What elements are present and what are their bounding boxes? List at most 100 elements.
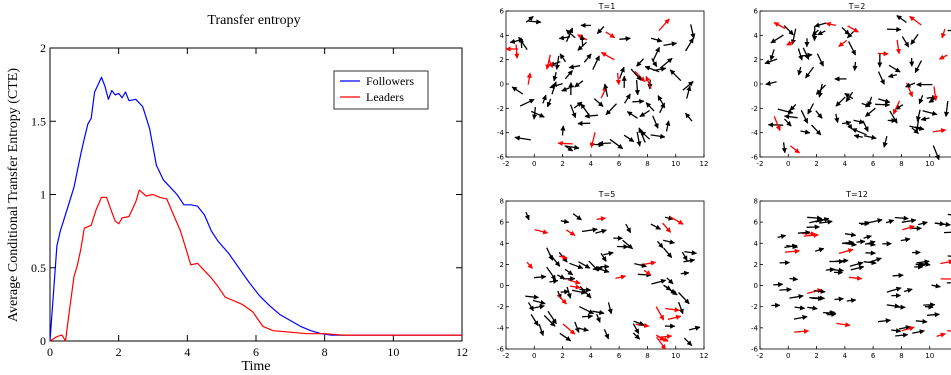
follower-arrow [578,261,591,269]
x-tick-label: 2 [116,345,122,359]
follower-arrow [690,24,696,39]
follower-arrow [797,229,811,236]
y-tick-label: 8 [754,198,758,206]
follower-arrow [886,286,902,293]
leader-arrow [847,25,859,33]
follower-arrow [814,22,827,28]
follower-arrow [895,104,904,110]
follower-arrow [541,94,547,104]
follower-arrow [607,302,613,315]
follower-arrow [560,289,570,295]
follower-arrow [918,220,928,226]
follower-arrow [547,310,557,325]
leader-arrow [940,28,946,39]
follower-arrow [531,107,538,120]
leader-arrow [557,140,573,147]
follower-arrow [817,83,823,98]
follower-arrow [664,285,678,296]
follower-arrow [549,82,563,89]
follower-arrow [600,252,607,262]
follower-arrow [532,299,546,305]
x-tick-label: 10 [925,352,934,360]
leader-arrow [802,231,817,237]
x-tick-label: 4 [589,352,594,360]
follower-arrow [565,29,576,39]
y-tick-label: -4 [751,129,759,137]
leader-arrow [658,18,670,31]
y-tick-label: -4 [751,324,759,332]
x-tick-label: -2 [757,352,764,360]
y-tick-label: 2 [40,41,46,55]
follower-arrow [514,135,531,141]
chart-title: Transfer entropy [207,13,300,28]
y-tick-label: 0 [754,282,758,290]
follower-arrow [829,267,844,273]
follower-arrow [682,81,694,91]
panel-arrows [524,211,701,350]
leader-arrow [615,72,621,86]
follower-arrow [823,310,837,316]
follower-arrow [571,289,587,295]
x-tick-label: 4 [843,352,848,360]
follower-arrow [896,14,907,24]
x-tick-label: 4 [843,160,848,168]
follower-arrow [623,134,635,143]
follower-arrow [835,258,849,264]
follower-arrow [887,73,897,79]
follower-arrow [834,296,844,302]
legend-label-followers: Followers [366,74,414,88]
follower-arrow [518,37,524,49]
follower-arrow [900,237,911,243]
x-tick-label: 6 [871,352,876,360]
follower-arrow [802,47,810,60]
follower-arrow [579,306,594,315]
series-line-leaders [49,189,462,342]
y-tick-label: -4 [497,129,505,137]
leader-arrow [558,254,568,260]
follower-arrow [915,109,922,122]
follower-arrow [834,113,840,124]
follower-arrow [546,247,554,261]
leader-arrow [660,333,673,340]
follower-arrow [595,313,601,323]
x-tick-label: 8 [899,352,903,360]
follower-arrow [769,49,775,61]
leader-arrow [526,261,533,269]
follower-arrow [645,102,655,112]
x-tick-label: 8 [645,160,649,168]
follower-arrow [663,247,673,259]
follower-arrow [530,314,539,327]
x-tick-label: 12 [700,160,709,168]
follower-arrow [850,265,865,271]
y-tick-label: -2 [497,303,504,311]
leader-arrow [656,336,667,350]
x-tick-label: 2 [560,160,564,168]
follower-arrow [681,251,688,262]
y-tick-label: -6 [751,346,759,354]
follower-arrow [846,297,857,304]
follower-arrow [581,227,598,233]
leader-arrow [892,100,901,115]
leader-arrow [639,260,657,266]
leader-arrow [794,328,810,334]
leader-arrow [789,145,800,154]
leader-arrow [605,31,616,39]
follower-arrow [622,239,634,250]
follower-arrow [777,234,787,240]
x-tick-label: 2 [814,352,818,360]
follower-arrow [797,66,803,76]
follower-arrow [650,133,666,139]
follower-arrow [609,138,624,150]
follower-arrow [686,85,692,99]
follower-arrow [852,61,858,72]
follower-arrow [783,25,794,36]
leader-arrow [838,39,848,48]
follower-arrow [519,98,535,107]
follower-arrow [579,285,592,299]
follower-arrow [779,287,792,293]
follower-arrow [559,53,567,63]
follower-arrow [657,240,664,249]
follower-arrow [923,302,936,308]
follower-arrow [524,211,530,221]
leader-arrow [902,225,915,231]
